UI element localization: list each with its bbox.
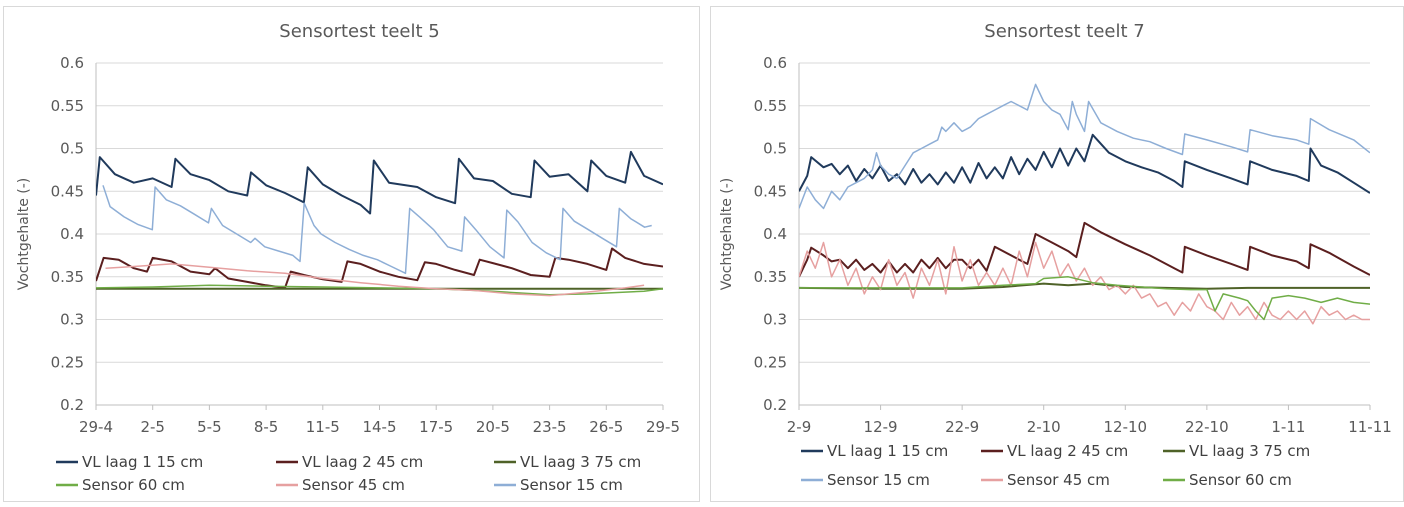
- series-group: [799, 83, 1370, 325]
- x-tick-label: 11-11: [1348, 418, 1392, 436]
- series-line-vl-laag-2-45-cm: [96, 247, 663, 289]
- chart-right-svg: Sensortest teelt 7 0.2 0.25 0.3 0.35 0.4 0.45 0…: [719, 21, 1392, 489]
- series-line-vl-laag-1-15-cm: [799, 133, 1370, 194]
- x-tick-label: 29-4: [79, 418, 113, 436]
- y-tick-label: 0.5: [60, 140, 84, 158]
- chart-panel-left: Sensortest teelt 5 0.2 0.25 0.3 0.35 0.4 0.45 0…: [3, 6, 700, 502]
- x-tick-label: 2-5: [140, 418, 165, 436]
- y-axis-label: Vochtgehalte (-): [719, 178, 735, 291]
- series-line-sensor-45-cm: [105, 263, 645, 297]
- x-tick-label: 5-5: [197, 418, 222, 436]
- y-tick-label: 0.55: [51, 97, 84, 115]
- y-tick-label: 0.2: [763, 396, 787, 414]
- series-line-sensor-15-cm: [799, 83, 1370, 210]
- y-tick-label: 0.55: [754, 97, 787, 115]
- legend-label: Sensor 60 cm: [1189, 471, 1292, 489]
- legend-label: Sensor 15 cm: [520, 476, 623, 494]
- chart-panel-right: Sensortest teelt 7 0.2 0.25 0.3 0.35 0.4 0.45 0…: [710, 6, 1404, 502]
- y-tick-label: 0.6: [60, 54, 84, 72]
- chart-left-svg: Sensortest teelt 5 0.2 0.25 0.3 0.35 0.4 0.45 0…: [16, 21, 680, 494]
- legend-label: Sensor 45 cm: [1007, 471, 1110, 489]
- y-tick-label: 0.25: [51, 353, 84, 371]
- y-tick-label: 0.45: [754, 182, 787, 200]
- legend-label: Sensor 15 cm: [827, 471, 930, 489]
- legend-label: VL laag 1 15 cm: [82, 453, 203, 471]
- series-group: [96, 150, 663, 297]
- y-tick-label: 0.6: [763, 54, 787, 72]
- x-tick-label: 17-5: [419, 418, 453, 436]
- y-tick-label: 0.3: [60, 311, 84, 329]
- y-tick-label: 0.4: [763, 225, 787, 243]
- x-tick-label: 29-5: [646, 418, 680, 436]
- x-tick-label: 2-10: [1027, 418, 1061, 436]
- x-tick-label: 12-10: [1103, 418, 1147, 436]
- legend-label: VL laag 1 15 cm: [827, 442, 948, 460]
- chart-title: Sensortest teelt 5: [279, 21, 439, 42]
- x-tick-label: 1-11: [1271, 418, 1305, 436]
- x-tick-label: 14-5: [362, 418, 396, 436]
- y-axis-label: Vochtgehalte (-): [16, 178, 32, 291]
- legend-label: VL laag 3 75 cm: [520, 453, 641, 471]
- x-tick-label: 12-9: [864, 418, 898, 436]
- x-tick-label: 26-5: [589, 418, 623, 436]
- series-line-sensor-45-cm: [799, 241, 1370, 325]
- x-tick-label: 22-9: [945, 418, 979, 436]
- legend-label: VL laag 2 45 cm: [302, 453, 423, 471]
- legend-label: VL laag 3 75 cm: [1189, 442, 1310, 460]
- x-tick-label: 23-5: [533, 418, 567, 436]
- y-tick-label: 0.3: [763, 311, 787, 329]
- series-line-vl-laag-1-15-cm: [96, 150, 663, 215]
- y-tick-label: 0.4: [60, 225, 84, 243]
- y-tick-label: 0.5: [763, 140, 787, 158]
- series-line-sensor-60-cm: [799, 276, 1370, 321]
- y-tick-label: 0.35: [754, 268, 787, 286]
- y-tick-label: 0.35: [51, 268, 84, 286]
- legend-label: VL laag 2 45 cm: [1007, 442, 1128, 460]
- x-tick-label: 22-10: [1185, 418, 1229, 436]
- legend-label: Sensor 60 cm: [82, 476, 185, 494]
- chart-title: Sensortest teelt 7: [984, 21, 1144, 42]
- series-line-vl-laag-2-45-cm: [799, 221, 1370, 278]
- y-tick-label: 0.25: [754, 353, 787, 371]
- y-tick-label: 0.2: [60, 396, 84, 414]
- legend-label: Sensor 45 cm: [302, 476, 405, 494]
- x-tick-label: 8-5: [254, 418, 279, 436]
- x-tick-label: 20-5: [476, 418, 510, 436]
- x-tick-label: 11-5: [306, 418, 340, 436]
- series-line-vl-laag-3-75-cm: [799, 282, 1370, 290]
- y-tick-label: 0.45: [51, 182, 84, 200]
- x-tick-label: 2-9: [787, 418, 812, 436]
- series-line-sensor-15-cm: [102, 185, 652, 275]
